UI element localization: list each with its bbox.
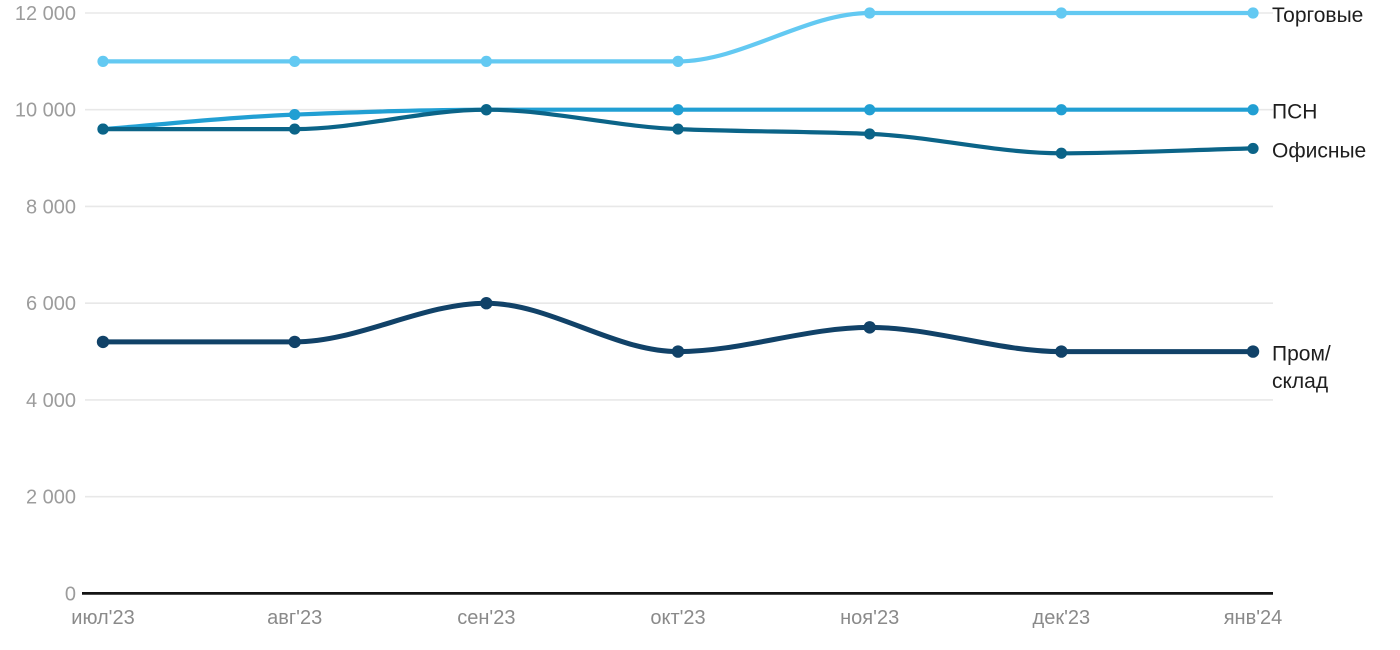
series-3-label: склад [1272,370,1328,393]
series-2-label: Офисные [1272,139,1366,162]
series-2-point-янв'24[interactable] [1247,142,1259,155]
x-tick-label: авг'23 [267,607,322,629]
series-3-line [100,300,1256,355]
series-3-point-июл'23[interactable] [96,335,110,349]
y-tick-label: 0 [65,583,76,605]
x-tick-label: дек'23 [1033,607,1091,629]
x-tick-label: ноя'23 [840,607,899,629]
series-0-point-янв'24[interactable] [1247,7,1259,19]
series-0-point-окт'23[interactable] [672,55,684,67]
series-0-point-авг'23[interactable] [289,55,301,67]
series-3-point-окт'23[interactable] [671,345,685,358]
series-1-point-янв'24[interactable] [1247,104,1259,116]
series-2-point-дек'23[interactable] [1055,147,1067,159]
series-2-point-окт'23[interactable] [672,123,684,135]
series-1-point-дек'23[interactable] [1055,104,1067,116]
series-0-point-дек'23[interactable] [1055,7,1067,19]
series-0-point-сен'23[interactable] [480,55,492,67]
series-0-label: Торговые [1272,4,1363,27]
series-2-point-сен'23[interactable] [480,104,492,116]
series-0-line [100,10,1256,64]
series-3-point-сен'23[interactable] [480,297,493,310]
series-2-point-июл'23[interactable] [97,123,109,135]
series-0-point-июл'23[interactable] [97,55,109,67]
series-1-point-окт'23[interactable] [672,104,684,116]
series-2-point-ноя'23[interactable] [864,128,876,140]
y-tick-label: 6 000 [26,293,76,315]
y-tick-label: 12 000 [15,3,76,25]
series-3-point-ноя'23[interactable] [863,321,876,334]
series-3-point-янв'24[interactable] [1246,345,1260,358]
y-tick-label: 4 000 [26,390,76,412]
series-3-label: Пром/ [1272,343,1331,366]
series-1-point-ноя'23[interactable] [864,104,876,116]
series-2-point-авг'23[interactable] [289,123,301,135]
x-tick-label: июл'23 [71,607,134,629]
series-1-point-авг'23[interactable] [289,108,301,121]
series-0-point-ноя'23[interactable] [864,7,876,19]
series-1-label: ПСН [1272,101,1317,124]
x-tick-label: сен'23 [457,607,515,629]
series-3-point-дек'23[interactable] [1055,345,1068,358]
x-tick-label: окт'23 [650,607,705,629]
x-tick-label: янв'24 [1224,607,1283,629]
series-3-point-авг'23[interactable] [288,335,301,349]
y-tick-label: 8 000 [26,196,76,218]
y-tick-label: 10 000 [15,100,76,122]
y-tick-label: 2 000 [26,487,76,509]
